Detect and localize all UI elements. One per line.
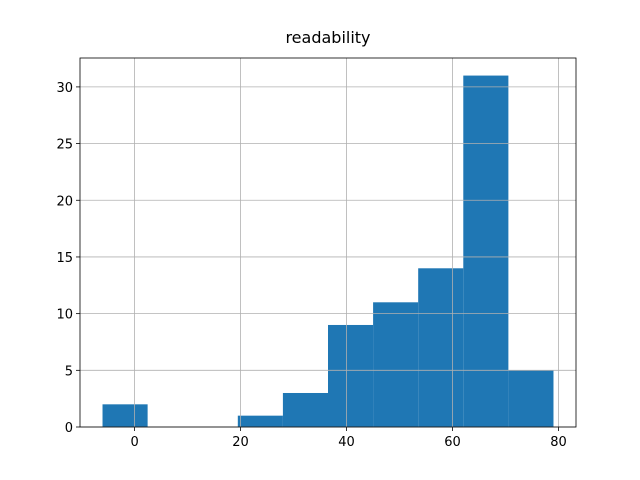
- y-tick-label: 20: [56, 194, 73, 209]
- x-tick-label: 20: [232, 435, 249, 450]
- plot-frame: [79, 57, 577, 428]
- y-tick-label: 25: [56, 138, 73, 153]
- y-tick-label: 0: [65, 421, 73, 436]
- bar: [508, 370, 554, 427]
- x-tick-label: 0: [130, 435, 138, 450]
- bar: [373, 302, 419, 427]
- bar: [463, 75, 509, 428]
- chart-title: readability: [285, 28, 370, 47]
- bar: [102, 404, 148, 427]
- y-tick-label: 30: [56, 81, 73, 96]
- y-tick-label: 10: [56, 308, 73, 323]
- y-tick-label: 5: [65, 364, 73, 379]
- x-tick-label: 40: [338, 435, 355, 450]
- bar: [328, 324, 374, 427]
- bar: [418, 268, 464, 427]
- bar: [237, 415, 283, 427]
- y-tick-label: 15: [56, 251, 73, 266]
- x-tick-label: 60: [444, 435, 461, 450]
- bar: [282, 392, 328, 427]
- x-tick-label: 80: [550, 435, 567, 450]
